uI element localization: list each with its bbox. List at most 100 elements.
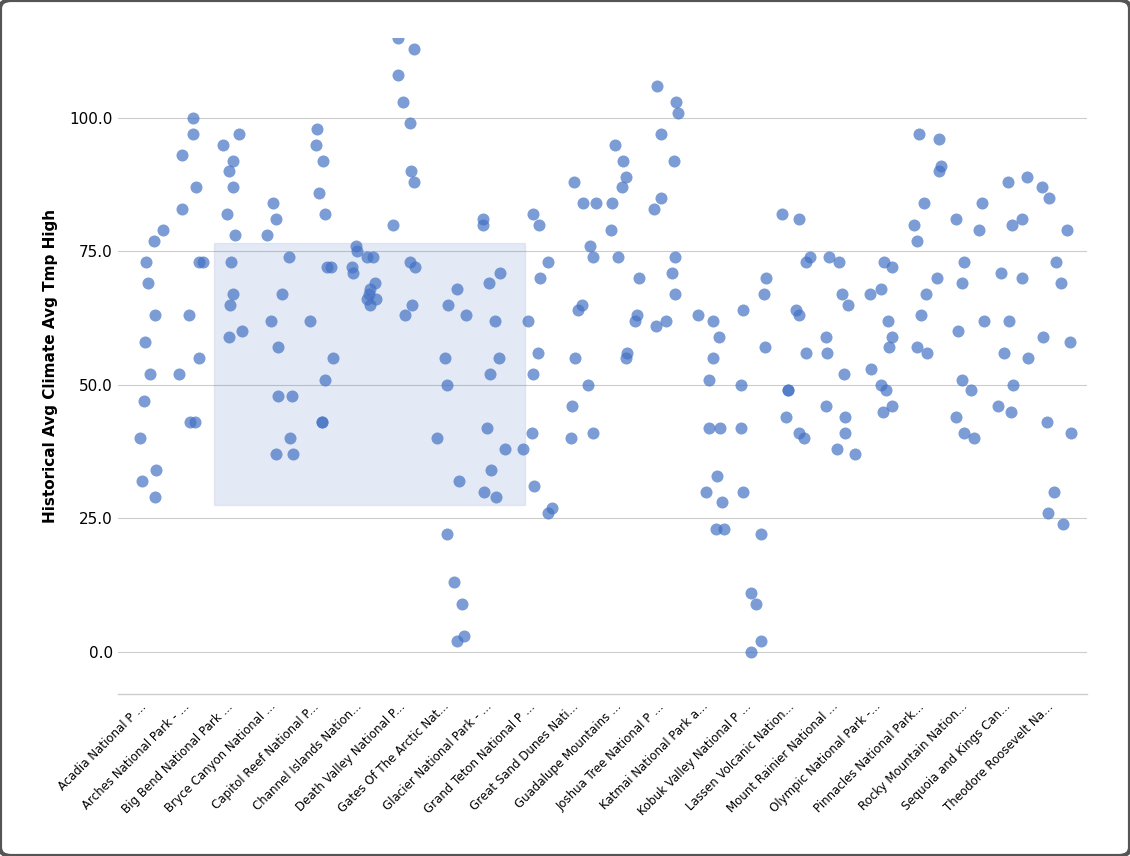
Point — [657, 314, 675, 328]
Point — [757, 271, 775, 285]
Point — [389, 31, 407, 45]
Point — [263, 197, 281, 211]
Point — [447, 634, 466, 648]
Point — [473, 212, 492, 226]
Point — [755, 288, 773, 301]
Point — [741, 586, 759, 600]
Point — [218, 207, 236, 221]
Point — [1003, 218, 1022, 232]
Point — [402, 164, 420, 178]
Point — [544, 501, 562, 514]
Point — [649, 79, 667, 92]
Point — [971, 223, 989, 237]
Point — [280, 250, 298, 264]
Point — [912, 309, 930, 323]
Point — [1002, 405, 1020, 419]
Point — [193, 255, 211, 269]
Point — [614, 154, 632, 168]
Point — [1033, 181, 1051, 194]
Point — [871, 378, 889, 392]
Point — [884, 260, 902, 274]
Point — [450, 474, 468, 488]
Point — [819, 250, 837, 264]
Point — [779, 383, 797, 397]
Point — [284, 448, 302, 461]
Point — [475, 218, 493, 232]
Point — [364, 250, 382, 264]
Point — [612, 181, 631, 194]
Point — [791, 309, 809, 323]
Point — [306, 138, 324, 152]
Point — [180, 309, 198, 323]
Point — [458, 309, 476, 323]
Point — [186, 181, 205, 194]
Point — [666, 250, 684, 264]
Point — [315, 207, 333, 221]
Point — [861, 288, 879, 301]
Point — [146, 309, 164, 323]
Point — [953, 276, 971, 290]
Point — [366, 276, 384, 290]
Point — [487, 490, 505, 504]
Point — [955, 426, 973, 440]
Point — [220, 330, 238, 343]
Point — [996, 346, 1014, 360]
Point — [231, 128, 249, 141]
Point — [281, 431, 299, 445]
Point — [358, 293, 376, 306]
Point — [918, 346, 936, 360]
Point — [999, 175, 1017, 189]
Point — [344, 260, 362, 274]
Point — [478, 420, 496, 434]
Point — [1019, 351, 1037, 365]
Point — [909, 341, 927, 354]
Point — [358, 250, 376, 264]
Point — [831, 255, 849, 269]
Point — [568, 303, 586, 317]
Point — [384, 218, 402, 232]
Point — [584, 426, 602, 440]
Point — [360, 298, 379, 312]
Point — [224, 288, 242, 301]
Point — [359, 288, 377, 301]
Point — [1003, 378, 1022, 392]
Point — [480, 276, 498, 290]
Point — [324, 351, 342, 365]
Point — [455, 629, 473, 643]
Point — [573, 298, 591, 312]
Point — [566, 351, 584, 365]
Point — [704, 351, 722, 365]
Y-axis label: Historical Avg Climate Avg Tmp High: Historical Avg Climate Avg Tmp High — [43, 209, 59, 523]
Point — [962, 383, 980, 397]
Point — [273, 288, 292, 301]
Point — [530, 218, 548, 232]
Point — [475, 484, 493, 498]
Point — [617, 169, 635, 183]
Point — [602, 223, 620, 237]
Point — [846, 448, 864, 461]
Point — [438, 527, 457, 541]
Point — [732, 420, 750, 434]
Point — [905, 218, 923, 232]
Point — [258, 229, 276, 242]
Point — [406, 260, 424, 274]
Point — [652, 191, 670, 205]
Point — [531, 271, 549, 285]
Point — [932, 159, 950, 173]
Point — [313, 415, 331, 429]
Point — [794, 431, 812, 445]
Point — [747, 597, 765, 610]
Point — [756, 341, 774, 354]
Point — [529, 346, 547, 360]
Point — [652, 128, 670, 141]
Point — [618, 346, 636, 360]
Point — [318, 260, 336, 274]
Point — [948, 324, 966, 338]
Point — [1062, 426, 1080, 440]
Point — [989, 400, 1007, 413]
Point — [313, 415, 331, 429]
Point — [973, 197, 991, 211]
Point — [1048, 255, 1066, 269]
Point — [883, 400, 901, 413]
Point — [1038, 415, 1057, 429]
